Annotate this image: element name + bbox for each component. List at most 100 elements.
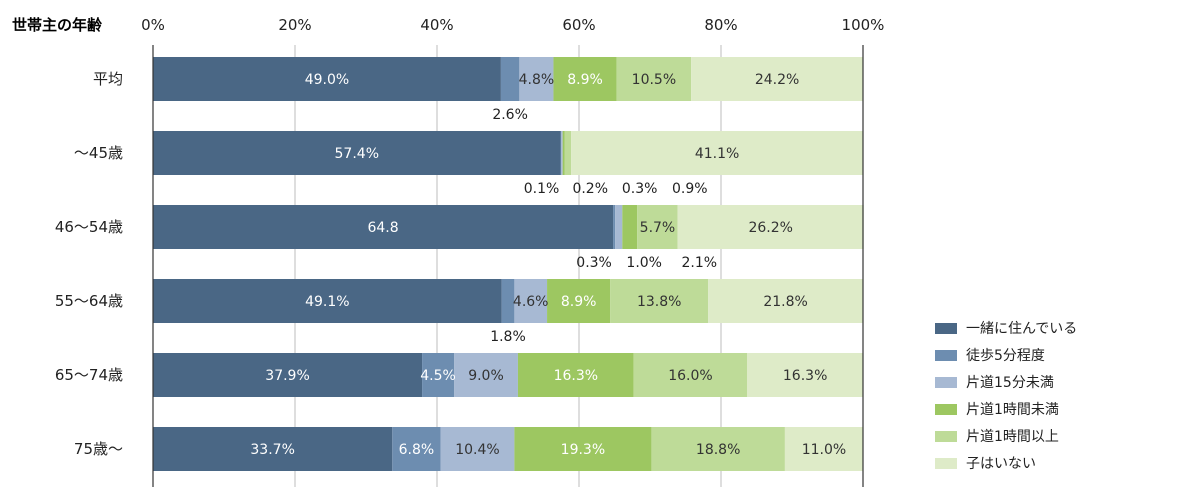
data-label: 0.3% bbox=[622, 181, 658, 197]
data-label: 16.3% bbox=[783, 368, 827, 384]
data-label: 2.1% bbox=[682, 255, 718, 271]
bar-segment bbox=[747, 353, 863, 397]
bar-segment bbox=[560, 131, 562, 175]
data-label: 57.4% bbox=[335, 146, 379, 162]
data-label: 2.6% bbox=[492, 107, 528, 123]
bar-segment bbox=[501, 279, 515, 323]
category-labels: 平均〜45歳 46〜54歳 55〜64歳 65〜74歳 75歳〜 bbox=[55, 70, 123, 458]
x-tick-label: 20% bbox=[278, 16, 311, 34]
bar-segment bbox=[784, 427, 863, 471]
data-label: 4.5% bbox=[420, 368, 456, 384]
bar-segment bbox=[153, 279, 502, 323]
bar-segment bbox=[613, 205, 616, 249]
bar-segment bbox=[440, 427, 515, 471]
data-label: 37.9% bbox=[265, 368, 309, 384]
legend-label: 子はいない bbox=[966, 456, 1036, 472]
bar-segment bbox=[553, 57, 617, 101]
data-label: 0.9% bbox=[672, 181, 708, 197]
legend-swatch bbox=[935, 350, 957, 361]
category-label: 46〜54歳 bbox=[55, 218, 123, 236]
legend-label: 一緒に住んでいる bbox=[966, 321, 1077, 337]
data-label: 0.3% bbox=[576, 255, 612, 271]
data-label: 8.9% bbox=[561, 294, 597, 310]
legend-swatch bbox=[935, 404, 957, 415]
bar-segment bbox=[153, 427, 393, 471]
data-label: 24.2% bbox=[755, 72, 799, 88]
data-label: 4.6% bbox=[513, 294, 549, 310]
legend-label: 徒歩5分程度 bbox=[966, 348, 1045, 364]
data-label: 41.1% bbox=[695, 146, 739, 162]
category-label: 65〜74歳 bbox=[55, 366, 123, 384]
data-label: 9.0% bbox=[468, 368, 504, 384]
data-label: 1.8% bbox=[490, 329, 526, 345]
bar-segment bbox=[514, 279, 548, 323]
bar-segment bbox=[153, 131, 561, 175]
bar-segment bbox=[633, 353, 748, 397]
category-axis-title: 世帯主の年齢 bbox=[12, 16, 103, 34]
bar-segment bbox=[153, 353, 423, 397]
bar-segment bbox=[454, 353, 518, 397]
data-label: 64.8 bbox=[367, 220, 398, 236]
bar-segment bbox=[571, 131, 863, 175]
bar-segment bbox=[517, 353, 634, 397]
data-label: 33.7% bbox=[250, 442, 294, 458]
data-label: 8.9% bbox=[567, 72, 603, 88]
bar-segment bbox=[622, 205, 638, 249]
bar-segment bbox=[691, 57, 863, 101]
bar-segment bbox=[677, 205, 864, 249]
legend-swatch bbox=[935, 323, 957, 334]
bar-segment bbox=[519, 57, 554, 101]
data-label: 49.1% bbox=[305, 294, 349, 310]
bar-segment bbox=[153, 57, 501, 101]
axis-lines bbox=[152, 45, 864, 487]
bar-segment bbox=[615, 205, 623, 249]
x-axis-tick-labels: 0% 20% 40% 60% 80% 100% bbox=[141, 16, 884, 34]
category-label: 〜45歳 bbox=[74, 144, 123, 162]
data-label: 21.8% bbox=[763, 294, 807, 310]
bar-segment bbox=[514, 427, 652, 471]
data-label: 18.8% bbox=[696, 442, 740, 458]
bar-segment bbox=[610, 279, 709, 323]
data-label: 16.3% bbox=[554, 368, 598, 384]
legend-label: 片道1時間以上 bbox=[966, 429, 1059, 445]
legend-label: 片道1時間未満 bbox=[966, 402, 1059, 418]
data-label: 0.2% bbox=[572, 181, 608, 197]
data-label: 16.0% bbox=[668, 368, 712, 384]
data-label: 4.8% bbox=[519, 72, 555, 88]
bar-segment bbox=[637, 205, 678, 249]
x-tick-label: 0% bbox=[141, 16, 165, 34]
bar-segment bbox=[392, 427, 441, 471]
bar-segment bbox=[708, 279, 863, 323]
bar-segment bbox=[562, 131, 565, 175]
bar-segment bbox=[547, 279, 611, 323]
category-label: 55〜64歳 bbox=[55, 292, 123, 310]
x-tick-label: 40% bbox=[420, 16, 453, 34]
data-label: 11.0% bbox=[802, 442, 846, 458]
bar-segment bbox=[500, 57, 520, 101]
data-label: 13.8% bbox=[637, 294, 681, 310]
category-label: 75歳〜 bbox=[74, 440, 123, 458]
category-label: 平均 bbox=[93, 70, 123, 88]
data-label: 10.5% bbox=[632, 72, 676, 88]
x-tick-label: 100% bbox=[842, 16, 885, 34]
bar-segment bbox=[564, 131, 572, 175]
bar-segment bbox=[422, 353, 455, 397]
data-label: 19.3% bbox=[561, 442, 605, 458]
bar-segment bbox=[561, 131, 563, 175]
x-tick-label: 60% bbox=[562, 16, 595, 34]
bar-segment bbox=[153, 205, 614, 249]
data-label: 6.8% bbox=[399, 442, 435, 458]
bar-segments bbox=[153, 57, 864, 471]
data-label: 49.0% bbox=[305, 72, 349, 88]
data-label: 0.1% bbox=[524, 181, 560, 197]
bar-segment bbox=[616, 57, 692, 101]
legend-label: 片道15分未満 bbox=[966, 375, 1054, 391]
gridlines bbox=[294, 45, 722, 487]
data-label: 10.4% bbox=[455, 442, 499, 458]
bar-segment bbox=[651, 427, 785, 471]
data-label: 26.2% bbox=[748, 220, 792, 236]
data-labels: 49.0% 2.6% 4.8% 8.9% 10.5% 24.2% 57.4% 0.1% 0.2%… bbox=[250, 72, 846, 458]
x-tick-label: 80% bbox=[704, 16, 737, 34]
legend-swatch bbox=[935, 377, 957, 388]
